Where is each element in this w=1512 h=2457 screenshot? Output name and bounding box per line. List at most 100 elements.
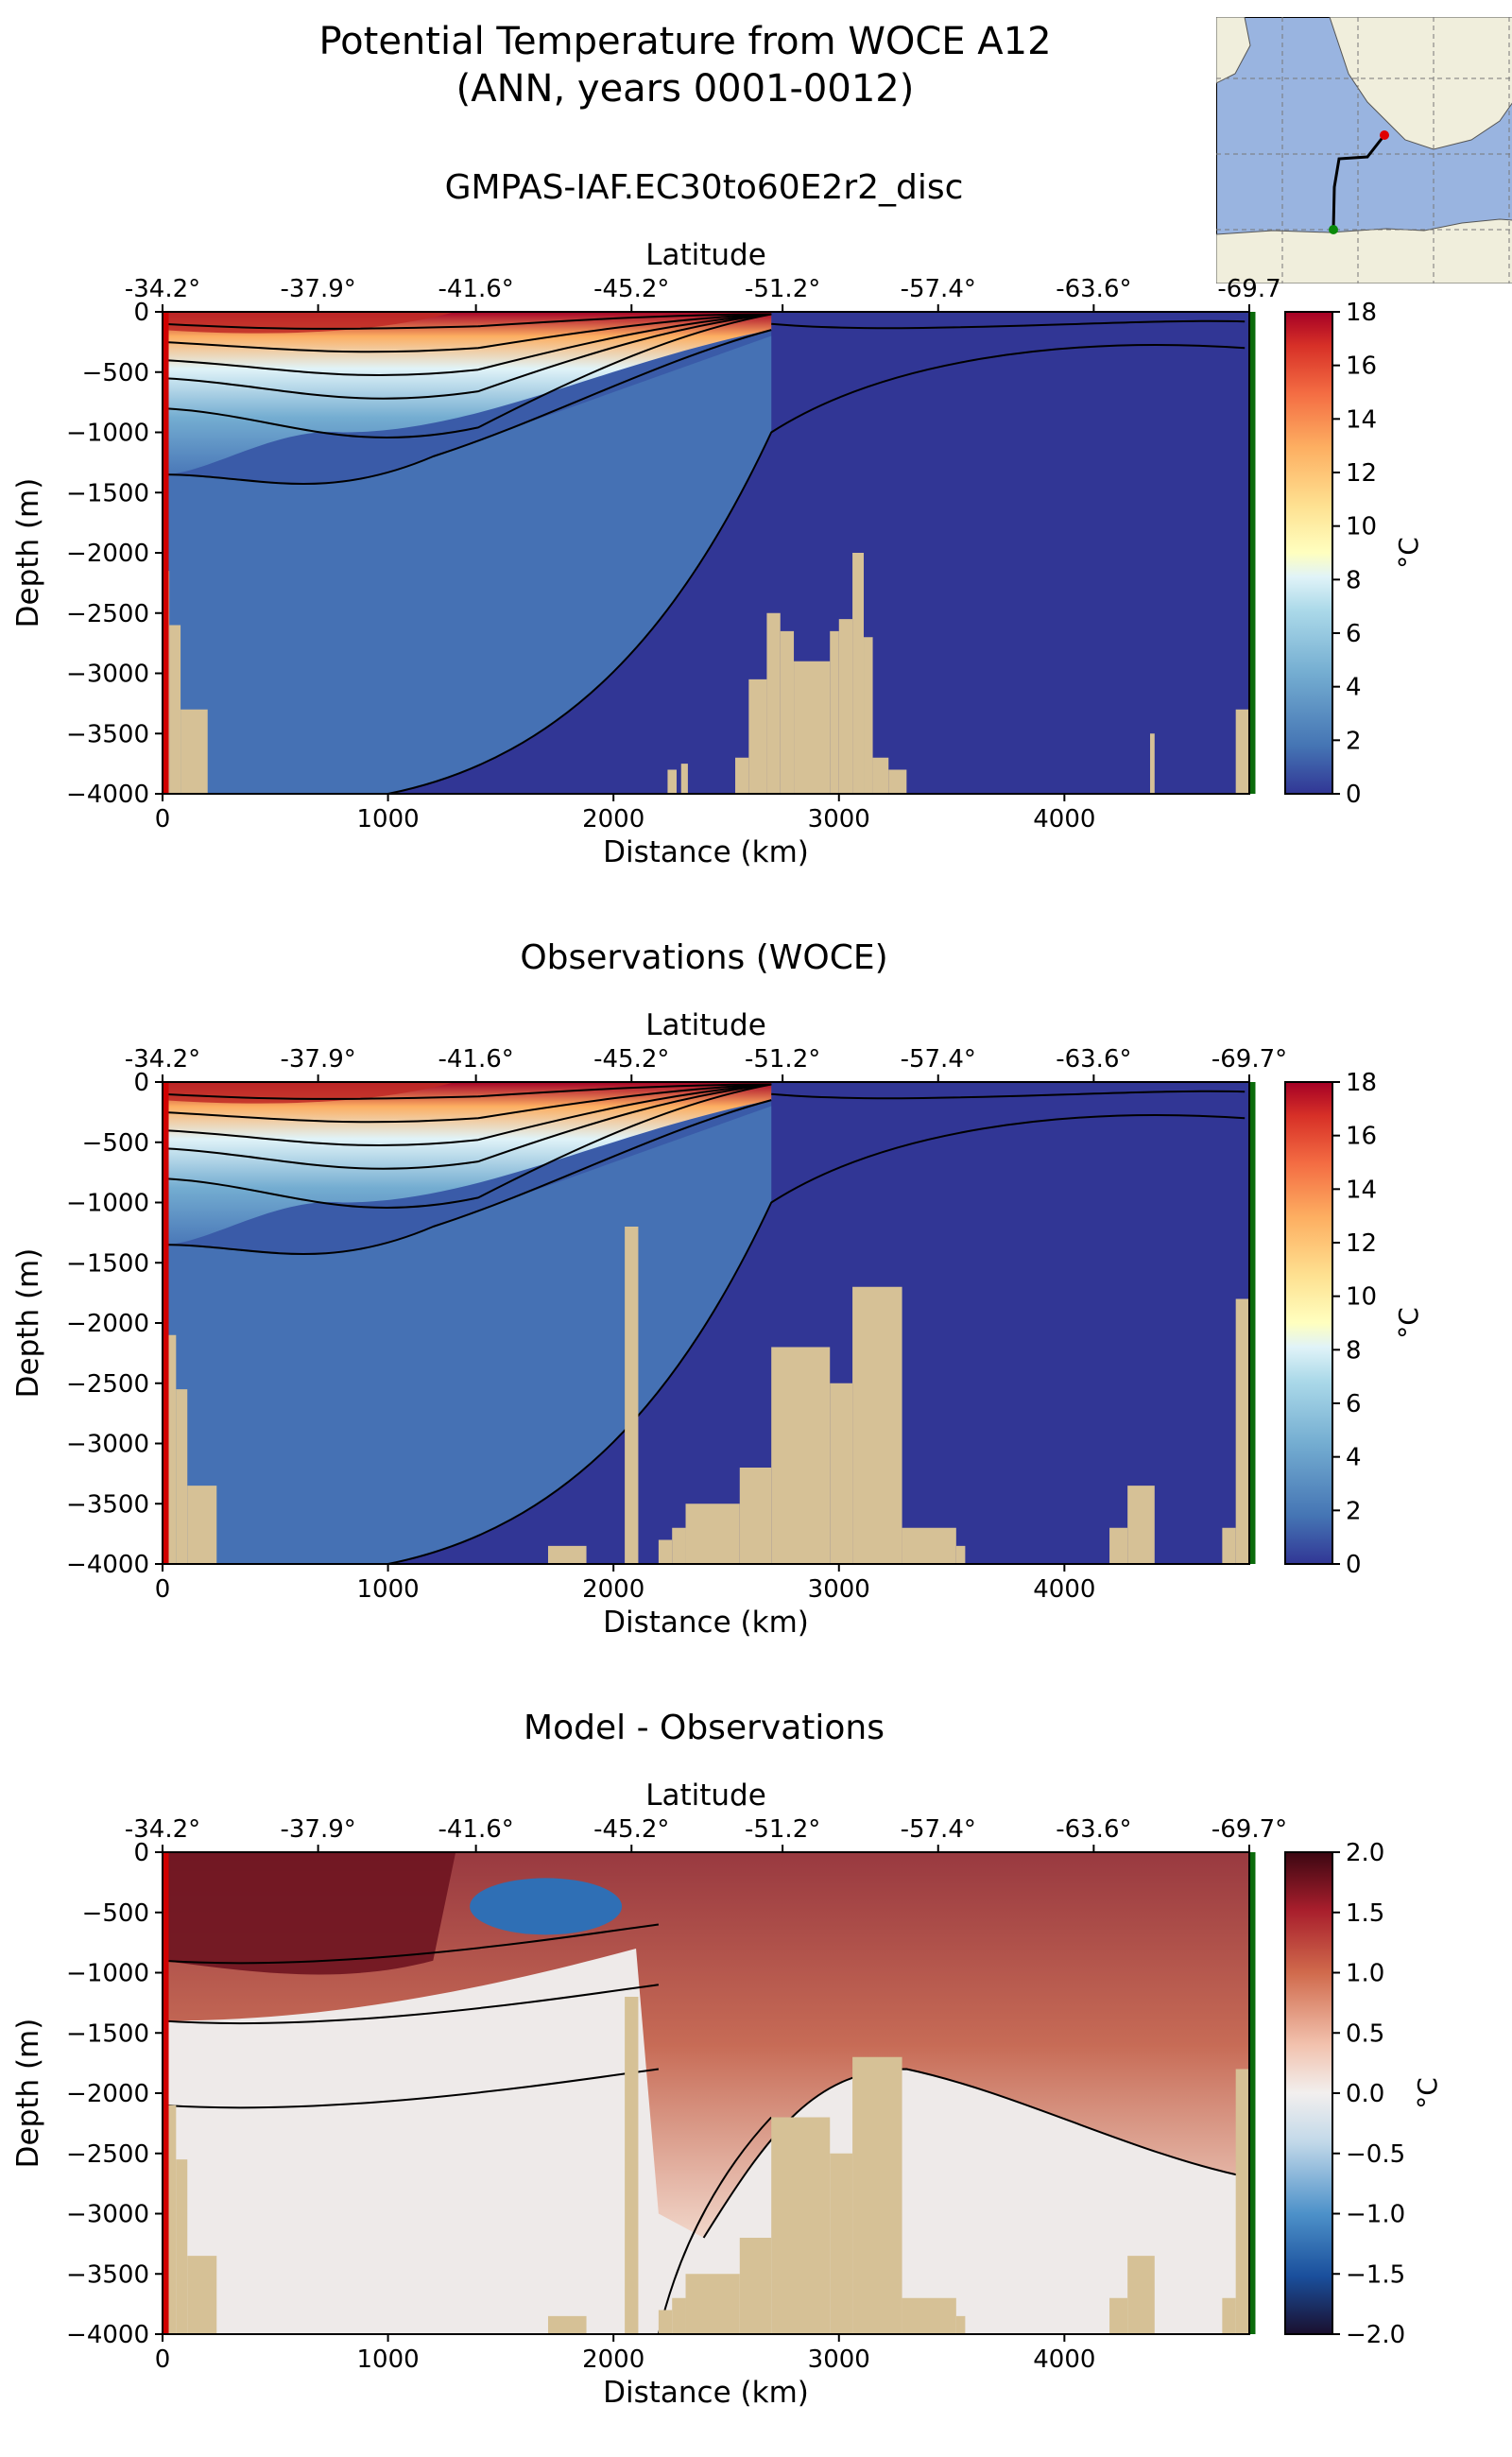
panel-2-field — [163, 1082, 1249, 1564]
figure-title-line1: Potential Temperature from WOCE A12 — [318, 20, 1052, 63]
inset-map-land-africa — [1329, 17, 1512, 150]
seafloor-bathymetry — [955, 2315, 966, 2334]
contour-line — [163, 1083, 772, 1170]
seafloor-bathymetry — [180, 709, 208, 794]
y-tick-label: −3000 — [66, 2201, 149, 2229]
x-tick-label: 2000 — [582, 1575, 644, 1604]
panel-1: 0 1000 2000 3000 4000 Distance (km) 0 −500 −1000… — [11, 238, 1424, 869]
contour-line — [387, 344, 1246, 794]
x-tick-label: 4000 — [1033, 805, 1095, 833]
panel1-title: GMPAS-IAF.EC30to60E2r2_disc — [444, 168, 964, 207]
top-tick-label: -69.7° — [1211, 1045, 1287, 1074]
contour-line — [163, 1099, 772, 1255]
seafloor-bathymetry — [672, 2297, 686, 2334]
contour-line — [163, 1083, 772, 1100]
colorbar-tick-label: 14 — [1346, 1176, 1377, 1204]
seafloor-bathymetry — [667, 769, 677, 794]
top-tick-label: -51.2° — [745, 275, 820, 303]
y-axis-label: Depth (m) — [11, 2019, 45, 2169]
seafloor-bathymetry — [625, 1997, 639, 2334]
contour-line — [163, 313, 772, 400]
seafloor-bathymetry — [888, 769, 907, 794]
field-cold-water — [387, 312, 1249, 794]
top-tick-label: -45.2° — [593, 275, 669, 303]
y-tick-label: −500 — [82, 1129, 149, 1158]
seafloor-bathymetry — [1150, 733, 1155, 794]
field-cold-water — [387, 1082, 1249, 1564]
contour-line — [163, 313, 772, 353]
colorbar-tick-label: 4 — [1346, 1444, 1362, 1472]
seafloor-bathymetry — [830, 630, 839, 794]
colorbar-tick-label: 10 — [1346, 513, 1377, 541]
colorbar-tick-label: 18 — [1346, 1069, 1377, 1097]
y-tick-label: −500 — [82, 1899, 149, 1928]
seafloor-bathymetry — [176, 1389, 188, 1564]
top-axis-label: Latitude — [645, 1778, 766, 1813]
x-tick-label: 0 — [155, 2345, 171, 2374]
x-tick-label: 1000 — [357, 2345, 420, 2374]
seafloor-bathymetry — [739, 1468, 772, 1564]
seafloor-bathymetry — [830, 2153, 853, 2334]
panel2-title: Observations (WOCE) — [520, 938, 888, 977]
seafloor-bathymetry — [1222, 2297, 1236, 2334]
top-tick-label: -69.7° — [1211, 1815, 1287, 1844]
contour-line — [163, 313, 772, 438]
seafloor-bathymetry — [658, 1539, 673, 1564]
colorbar-tick-label: 10 — [1346, 1283, 1377, 1312]
x-axis-label: Distance (km) — [603, 835, 809, 869]
top-tick-label: -63.6° — [1056, 1815, 1131, 1844]
top-tick-label: -34.2° — [125, 1045, 200, 1074]
seafloor-bathymetry — [852, 1286, 902, 1564]
contour-line — [702, 2068, 1249, 2239]
seafloor-bathymetry — [1222, 1527, 1236, 1564]
seafloor-bathymetry — [672, 1527, 686, 1564]
seafloor-bathymetry — [176, 2159, 188, 2334]
field-intermediate-water — [163, 335, 772, 794]
y-tick-label: −2000 — [66, 540, 149, 568]
top-tick-label: -37.9° — [280, 1815, 355, 1844]
contour-line — [163, 1083, 772, 1209]
contour-line — [163, 1923, 660, 1965]
colorbar-tick-label: 8 — [1346, 1336, 1362, 1365]
field-intermediate-water — [163, 1106, 772, 1564]
y-tick-label: −2500 — [66, 2140, 149, 2169]
seafloor-bathymetry — [852, 2056, 902, 2334]
colorbar-tick-label: 2.0 — [1346, 1839, 1384, 1867]
y-tick-label: −1000 — [66, 1190, 149, 1218]
contour-line — [163, 329, 772, 485]
y-tick-label: −3500 — [66, 2260, 149, 2289]
seafloor-bathymetry — [852, 553, 865, 794]
top-tick-label: -63.6° — [1056, 275, 1131, 303]
colorbar-label: °C — [1393, 1307, 1424, 1339]
x-tick-label: 3000 — [808, 1575, 870, 1604]
seafloor-bathymetry — [771, 2117, 831, 2334]
seafloor-bathymetry — [169, 625, 181, 794]
contour-line — [163, 313, 772, 376]
y-tick-label: −3500 — [66, 1490, 149, 1519]
seafloor-bathymetry — [1127, 1486, 1155, 1564]
seafloor-bathymetry — [794, 661, 831, 794]
colorbar-tick-label: 0.5 — [1346, 2019, 1384, 2048]
contour-line — [163, 1083, 772, 1146]
colorbar-tick-label: 6 — [1346, 1390, 1362, 1418]
colorbar-tick-label: 16 — [1346, 352, 1377, 381]
seafloor-bathymetry — [735, 757, 749, 794]
seafloor-bathymetry — [187, 1486, 217, 1564]
colorbar-tick-label: 8 — [1346, 566, 1362, 594]
top-tick-label: -45.2° — [593, 1815, 669, 1844]
seafloor-bathymetry — [830, 1383, 853, 1564]
seafloor-bathymetry — [766, 612, 781, 794]
top-tick-label: -37.9° — [280, 275, 355, 303]
colorbar-tick-label: 2 — [1346, 1497, 1362, 1525]
x-tick-label: 2000 — [582, 805, 644, 833]
top-tick-label: -69.7 — [1217, 275, 1280, 303]
colorbar-tick-label: 1.0 — [1346, 1960, 1384, 1988]
inset-map-land-antarctica — [1216, 218, 1512, 284]
x-axis-label: Distance (km) — [603, 1606, 809, 1640]
x-tick-label: 4000 — [1033, 2345, 1095, 2374]
contour-line — [163, 2068, 660, 2109]
colorbar-tick-label: 16 — [1346, 1123, 1377, 1151]
contour-line — [771, 1090, 1246, 1100]
inset-map-section-line — [1332, 134, 1386, 231]
